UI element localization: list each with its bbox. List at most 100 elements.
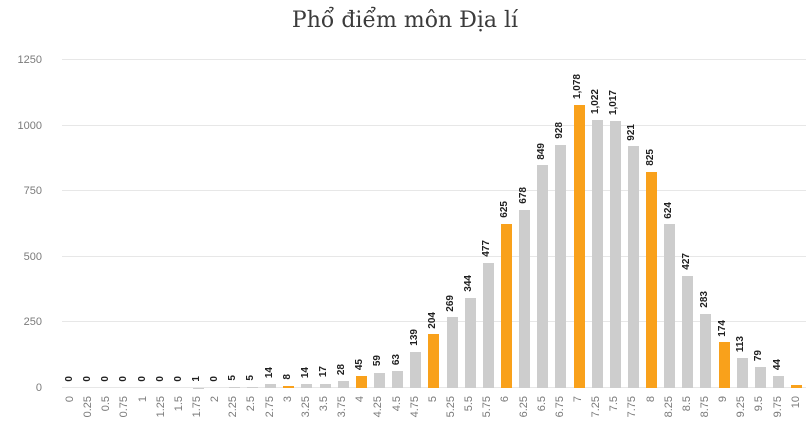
chart-title: Phổ điểm môn Địa lí <box>291 8 519 33</box>
bar-value-label: 427 <box>680 253 692 270</box>
bar[interactable] <box>319 383 331 388</box>
bar-value-label: 28 <box>336 363 348 375</box>
bar-slot: 14 2.75 <box>262 60 280 417</box>
x-axis-tick-label: 4.5 <box>390 396 403 412</box>
bar[interactable] <box>700 313 712 388</box>
x-axis-tick-label: 8.75 <box>698 396 711 418</box>
x-axis-tick-label: 1.75 <box>191 396 204 418</box>
bar[interactable] <box>265 384 277 388</box>
bar-slot: 1,022 7.25 <box>588 60 606 417</box>
x-axis-tick-label: 7.25 <box>590 396 603 418</box>
bar[interactable] <box>446 317 458 388</box>
bar[interactable] <box>337 380 349 388</box>
x-axis-tick-label: 5.5 <box>463 396 476 412</box>
bar-slot: 624 8.25 <box>661 60 679 417</box>
bar[interactable] <box>773 376 785 388</box>
bar[interactable] <box>791 385 803 388</box>
bar-value-label: 14 <box>263 367 275 379</box>
x-axis-tick-label: 5 <box>426 396 439 403</box>
bar[interactable] <box>736 358 748 388</box>
bar-slot: 0 1.25 <box>153 60 171 417</box>
bar-slot: 0 0.5 <box>98 60 116 411</box>
bar-slot: 1,078 7 <box>570 60 588 402</box>
bar[interactable] <box>591 119 603 388</box>
bar-slot: 44 9.75 <box>769 60 787 417</box>
bar-value-label: 269 <box>445 294 457 312</box>
bar-slot: 921 7.75 <box>624 60 642 417</box>
bar[interactable] <box>573 105 585 388</box>
gridline <box>62 321 806 323</box>
x-axis-tick-label: 0.25 <box>82 396 95 418</box>
bar[interactable] <box>428 334 440 388</box>
x-axis-tick-label: 4 <box>354 396 367 403</box>
bar-value-label: 1,022 <box>590 88 602 114</box>
bar-slot: 17 3.5 <box>316 60 334 411</box>
x-axis-tick-label: 4.25 <box>372 396 385 418</box>
bar-value-label: 1,017 <box>608 90 620 116</box>
bar-slot: 1,017 7.5 <box>606 60 624 411</box>
bar[interactable] <box>500 224 512 388</box>
bar[interactable] <box>410 351 422 388</box>
bar[interactable] <box>609 121 621 388</box>
bar[interactable] <box>228 386 240 388</box>
plot-area: 0 0 0 0.25 0 0.5 0 0.75 0 1 0 1.25 0 1.5 1 1.75 0 2 5 2.25 5… <box>62 59 806 417</box>
bar[interactable] <box>555 144 567 388</box>
bar[interactable] <box>355 376 367 388</box>
bar-value-label: 17 <box>318 366 330 378</box>
x-axis-tick-label: 2.5 <box>245 396 258 412</box>
bar[interactable] <box>301 384 313 388</box>
bar-slot: 174 9 <box>715 60 733 402</box>
bar-slot: 1 1.75 <box>189 60 207 417</box>
bar[interactable] <box>646 171 658 388</box>
bar-value-label: 921 <box>626 123 638 141</box>
bar-slot: 825 8 <box>643 60 661 402</box>
bar-series: 0 0 0 0.25 0 0.5 0 0.75 0 1 0 1.25 0 1.5 1 1.75 0 2 5 2.25 5… <box>62 60 806 417</box>
bar-value-label: 0 <box>100 376 112 382</box>
x-axis-tick-label: 7.75 <box>626 396 639 418</box>
bar-value-label: 174 <box>717 319 729 337</box>
bar[interactable] <box>482 262 494 388</box>
x-axis-tick-label: 9.25 <box>735 396 748 418</box>
x-axis-tick-label: 4.75 <box>408 396 421 418</box>
bar-value-label: 5 <box>245 375 257 381</box>
bar[interactable] <box>519 210 531 388</box>
bar-value-label: 283 <box>698 291 710 308</box>
bar[interactable] <box>392 371 404 388</box>
bar-value-label: 1,078 <box>572 74 583 100</box>
gridline <box>62 124 806 126</box>
bar[interactable] <box>373 372 385 388</box>
bar-value-label: 59 <box>372 355 384 367</box>
x-axis-tick-label: 9.5 <box>753 396 766 412</box>
bar[interactable] <box>664 224 676 388</box>
x-axis-tick-label: 5.75 <box>481 396 494 418</box>
bar[interactable] <box>537 165 549 388</box>
bar-slot: 625 6 <box>497 60 515 402</box>
x-axis-tick-label: 8 <box>644 396 657 403</box>
bar-slot: 79 9.5 <box>751 60 769 411</box>
bar-slot: 28 3.75 <box>334 60 352 417</box>
bar-value-label: 825 <box>644 148 656 166</box>
x-axis-tick-label: 0 <box>64 396 77 403</box>
x-axis-tick-label: 6 <box>499 396 512 403</box>
y-axis-tick-label: 750 <box>23 185 42 198</box>
bar[interactable] <box>283 385 295 388</box>
bar[interactable] <box>627 146 639 388</box>
bar[interactable] <box>754 367 766 388</box>
x-axis-tick-label: 10 <box>789 396 802 409</box>
bar-value-label: 14 <box>299 367 311 379</box>
x-axis-tick-label: 0.5 <box>100 396 113 412</box>
bar[interactable] <box>464 297 476 388</box>
y-axis-tick-label: 250 <box>23 316 42 329</box>
x-axis-tick-label: 3.5 <box>318 396 331 412</box>
bar-value-label: 0 <box>82 376 94 382</box>
bar-slot: 10 <box>788 60 806 408</box>
bar[interactable] <box>682 275 694 388</box>
bar[interactable] <box>246 386 258 388</box>
gridline <box>62 255 806 257</box>
x-axis-tick-label: 2.25 <box>227 396 240 418</box>
bar[interactable] <box>718 342 730 388</box>
